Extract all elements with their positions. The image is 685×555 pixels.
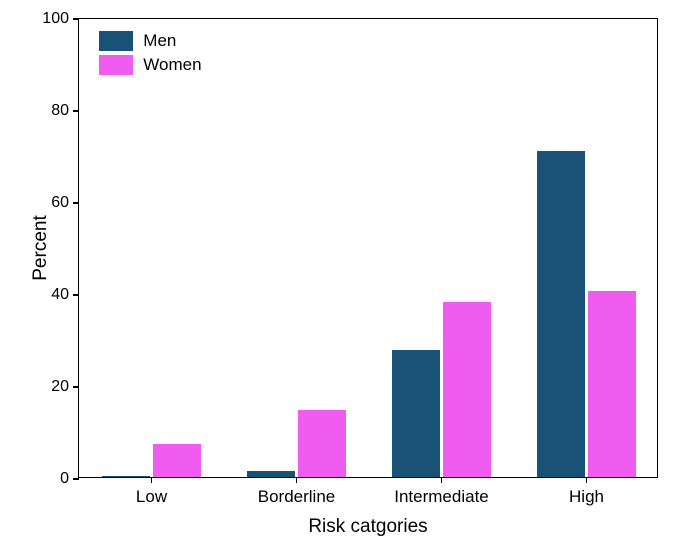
x-tick xyxy=(296,477,298,483)
bar xyxy=(588,291,636,477)
y-tick-label: 80 xyxy=(51,102,69,120)
x-tick xyxy=(151,477,153,483)
x-tick-label: Borderline xyxy=(258,487,336,507)
x-axis-label: Risk catgories xyxy=(308,516,427,538)
legend-label: Women xyxy=(143,55,201,75)
y-tick xyxy=(73,294,79,296)
x-tick-label: High xyxy=(569,487,604,507)
bar xyxy=(102,476,150,477)
y-tick xyxy=(73,18,79,20)
legend: Men Women xyxy=(99,31,201,79)
bar xyxy=(392,350,440,477)
risk-category-chart: 0 20 40 60 80 100 Low Borderline Intermediate Hi… xyxy=(0,0,685,555)
y-tick xyxy=(73,478,79,480)
x-tick xyxy=(586,477,588,483)
y-tick-label: 20 xyxy=(51,378,69,396)
legend-label: Men xyxy=(143,31,176,51)
y-tick xyxy=(73,202,79,204)
y-tick-label: 0 xyxy=(60,470,69,488)
legend-item: Men xyxy=(99,31,201,51)
y-tick-label: 60 xyxy=(51,194,69,212)
x-tick xyxy=(441,477,443,483)
y-tick xyxy=(73,110,79,112)
bar xyxy=(537,151,585,477)
plot-area: 020406080100 LowBorderlineIntermediateHi… xyxy=(78,18,658,478)
bar xyxy=(247,471,295,477)
legend-swatch xyxy=(99,31,133,51)
legend-swatch xyxy=(99,55,133,75)
y-tick xyxy=(73,386,79,388)
bar xyxy=(153,444,201,477)
x-tick-label: Low xyxy=(136,487,167,507)
y-axis-label: Percent xyxy=(30,215,52,280)
bar xyxy=(443,302,491,477)
legend-item: Women xyxy=(99,55,201,75)
y-tick-label: 100 xyxy=(42,10,69,28)
y-tick-label: 40 xyxy=(51,286,69,304)
x-tick-label: Intermediate xyxy=(394,487,489,507)
bar xyxy=(298,410,346,477)
